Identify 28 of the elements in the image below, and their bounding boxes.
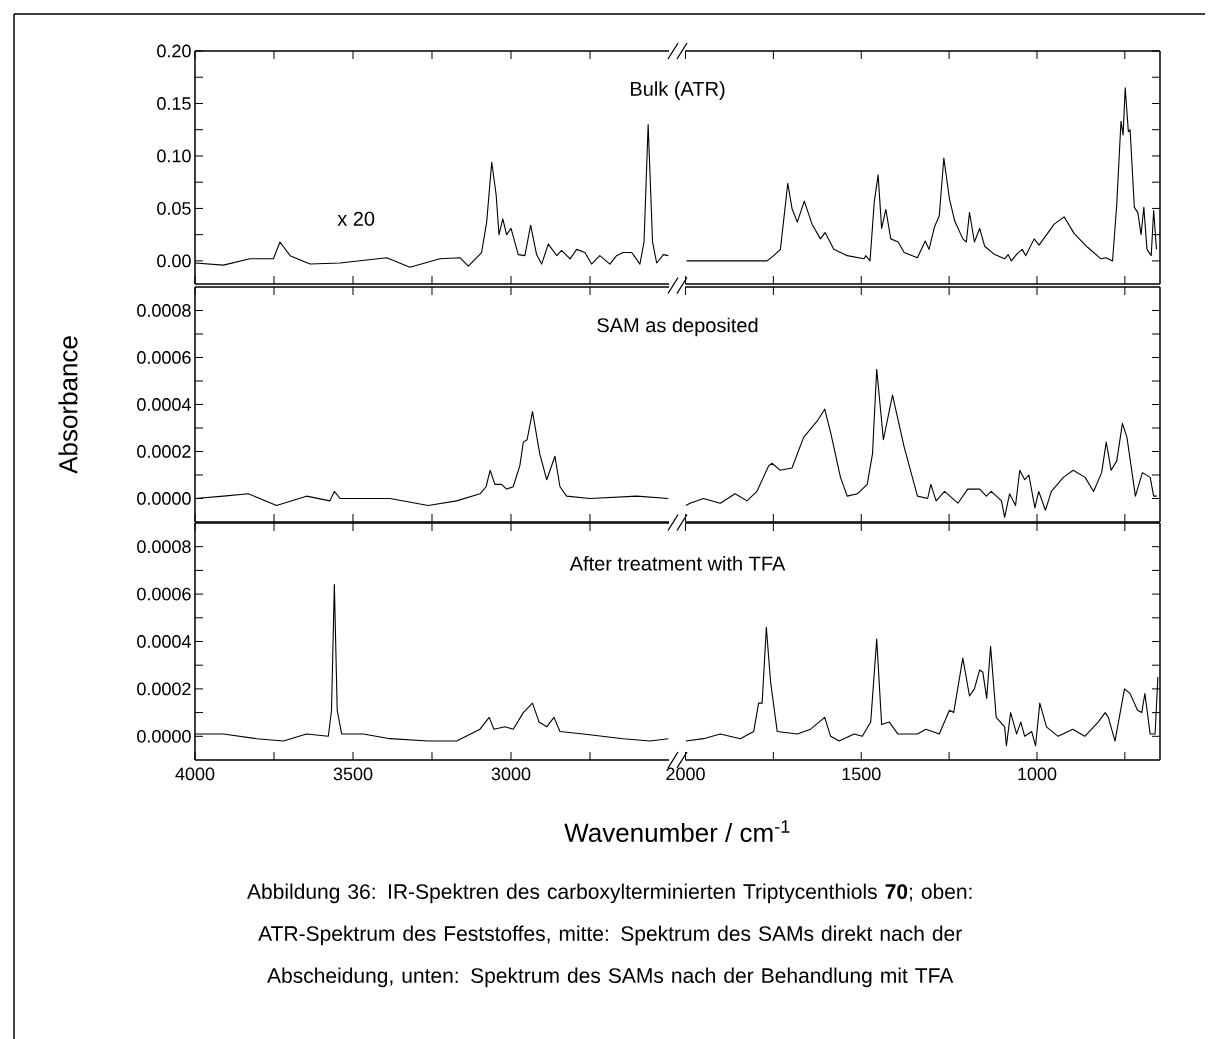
y-tick-label: 0.05 — [157, 202, 191, 215]
y-tick-label: 0.0008 — [137, 304, 191, 317]
text: SAM as deposited — [597, 317, 758, 337]
y-tick-label: 0.0008 — [137, 540, 191, 554]
y-tick-label: 0.0000 — [137, 492, 191, 505]
x-tick-label: 1000 — [1018, 767, 1057, 781]
text: Bulk (ATR) — [631, 81, 725, 100]
y-tick-label: 0.00 — [157, 254, 191, 268]
x-tick-label: 3500 — [333, 767, 373, 781]
text: After treatment with TFA — [569, 555, 786, 571]
y-tick-label: 0.0006 — [137, 351, 191, 364]
x-tick-label: 4000 — [175, 767, 215, 781]
x-axis-title: Wavenumber / cm$^{-1}$ — [564, 820, 790, 842]
annotation: x 20 — [337, 211, 375, 226]
y-tick-label: 0.0004 — [137, 398, 191, 411]
y-tick-label: 0.0004 — [137, 635, 191, 648]
y-tick-label: 0.15 — [157, 97, 191, 110]
x-tick-label: 2000 — [666, 767, 705, 781]
y-tick-label: 0.0002 — [137, 445, 191, 458]
y-tick-label: 0.10 — [157, 149, 191, 163]
x-tick-label: 3000 — [491, 767, 531, 781]
y-tick-label: 0.20 — [157, 44, 191, 58]
y-axis-title: Absorbance — [58, 336, 78, 474]
text: Abbildung 36: IR-Spektren des carboxylterminierten Triptycenthiols 70; oben: ATR-Spektrum des Feststoffes, mitte: Spektrum des SAMs direkt nach der Abscheidung, unten: Spektrum des SAMs nach der Behandlung mit TFA — [247, 883, 972, 988]
x-tick-label: 1500 — [842, 767, 881, 781]
y-tick-label: 0.0006 — [137, 587, 191, 601]
y-tick-label: 0.0002 — [137, 682, 191, 696]
y-tick-label: 0.0000 — [137, 729, 191, 743]
